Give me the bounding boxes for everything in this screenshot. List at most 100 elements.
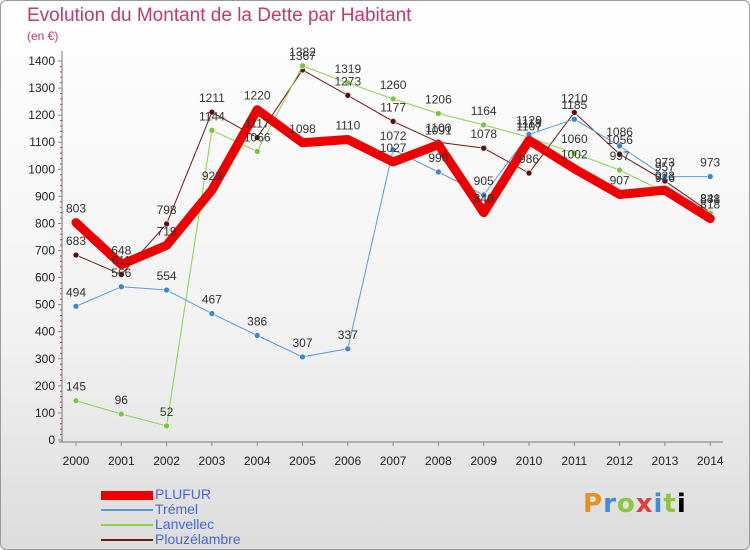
data-point-lanvellec — [616, 166, 623, 174]
data-point-tremel — [118, 283, 125, 291]
data-label-plufur: 840 — [474, 192, 494, 206]
data-label-plufur: 923 — [202, 169, 222, 183]
legend-label: Lanvellec — [155, 516, 215, 532]
legend-label: Trémel — [155, 501, 199, 517]
data-label-lanvellec: 1144 — [199, 109, 225, 123]
data-point-plouzelambre — [208, 108, 216, 116]
data-label-plouzelambre: 957 — [655, 160, 675, 174]
legend-item: PLUFUR — [101, 486, 301, 502]
legend-swatch — [101, 539, 153, 541]
legend-swatch — [101, 509, 153, 511]
data-point-tremel — [480, 191, 488, 199]
y-tick-label: 500 — [35, 298, 55, 312]
x-tick-label: 2012 — [606, 454, 633, 468]
legend-swatch — [101, 490, 153, 500]
x-tick-label: 2006 — [334, 454, 361, 468]
x-tick-label: 2005 — [289, 454, 316, 468]
series-line-plufur — [71, 105, 715, 270]
data-label-tremel: 566 — [111, 266, 131, 280]
data-point-tremel — [344, 345, 352, 353]
x-tick-label: 2007 — [380, 454, 407, 468]
y-tick-label: 200 — [35, 379, 55, 393]
data-label-tremel: 1086 — [606, 125, 633, 139]
data-label-plufur: 907 — [610, 173, 630, 187]
data-label-lanvellec: 916 — [655, 171, 675, 185]
data-label-plouzelambre: 1210 — [561, 91, 588, 105]
data-point-tremel — [661, 173, 669, 180]
data-label-lanvellec: 1260 — [380, 78, 407, 92]
y-tick-label: 1300 — [28, 81, 55, 95]
data-label-plufur: 1110 — [335, 119, 360, 133]
data-label-plufur: 719 — [157, 224, 177, 238]
data-label-tremel: 973 — [655, 156, 675, 170]
y-tick-label: 1100 — [29, 135, 55, 149]
x-tick-label: 2011 — [561, 454, 587, 468]
data-point-lanvellec — [299, 62, 306, 70]
data-label-lanvellec: 52 — [160, 405, 174, 419]
data-label-plouzelambre: 611 — [112, 254, 131, 268]
data-label-tremel: 337 — [338, 328, 358, 342]
data-point-tremel — [208, 310, 216, 317]
data-point-tremel — [72, 302, 80, 310]
data-label-plouzelambre: 986 — [519, 152, 539, 166]
y-tick-label: 1000 — [28, 162, 55, 176]
legend-swatch — [101, 524, 153, 526]
data-label-tremel: 494 — [66, 285, 86, 299]
data-label-plouzelambre: 841 — [700, 191, 720, 205]
data-label-lanvellec: 1319 — [334, 62, 361, 76]
data-label-plouzelambre: 1056 — [606, 133, 633, 147]
data-point-tremel — [389, 146, 397, 154]
data-point-tremel — [163, 286, 170, 294]
data-point-plouzelambre — [72, 251, 80, 259]
legend-item: Plouzélambre — [101, 531, 301, 547]
data-point-lanvellec — [570, 149, 578, 157]
y-tick-label: 700 — [35, 244, 55, 258]
data-point-tremel — [253, 332, 261, 339]
data-label-plouzelambre: 798 — [157, 203, 177, 217]
data-label-lanvellec: 1164 — [471, 104, 497, 118]
data-label-tremel: 1072 — [380, 129, 407, 143]
x-tick-label: 2010 — [516, 454, 543, 468]
data-point-lanvellec — [435, 110, 442, 117]
data-label-lanvellec: 145 — [66, 380, 86, 394]
y-tick-label: 900 — [35, 189, 55, 203]
data-label-plufur: 1220 — [244, 89, 271, 103]
data-point-tremel — [616, 142, 623, 150]
data-label-lanvellec: 96 — [115, 393, 129, 407]
data-label-plouzelambre: 1177 — [380, 100, 406, 114]
y-tick-label: 0 — [48, 433, 55, 447]
data-point-plouzelambre — [570, 109, 578, 116]
data-label-plouzelambre: 1273 — [334, 74, 361, 88]
data-point-plouzelambre — [389, 118, 397, 125]
data-label-plouzelambre: 1367 — [289, 49, 316, 63]
legend-item: Lanvellec — [101, 516, 301, 532]
x-tick-label: 2000 — [63, 454, 90, 468]
data-label-plouzelambre: 1211 — [199, 91, 225, 105]
y-tick-label: 1200 — [28, 108, 55, 122]
data-label-tremel: 973 — [700, 156, 720, 170]
proxiti-logo: Proxiti — [583, 489, 687, 519]
y-tick-label: 100 — [35, 406, 55, 420]
data-point-plouzelambre — [344, 92, 352, 99]
chart-subtitle: (en €) — [27, 29, 59, 43]
data-point-plouzelambre — [480, 144, 488, 152]
data-point-plouzelambre — [253, 134, 261, 141]
data-label-lanvellec: 838 — [700, 192, 720, 206]
x-tick-label: 2001 — [108, 454, 135, 468]
legend: PLUFUR Trémel Lanvellec Plouzélambre — [101, 486, 301, 547]
data-point-lanvellec — [208, 127, 216, 134]
data-label-lanvellec: 1066 — [244, 130, 271, 144]
data-point-lanvellec — [389, 95, 397, 103]
data-label-lanvellec: 1206 — [425, 93, 452, 107]
x-tick-label: 2014 — [697, 454, 724, 468]
y-tick-label: 400 — [35, 325, 55, 339]
legend-label: Plouzélambre — [155, 531, 241, 547]
data-point-plouzelambre — [616, 150, 623, 158]
data-point-tremel — [570, 115, 578, 123]
data-point-plouzelambre — [525, 169, 533, 177]
x-tick-label: 2013 — [652, 454, 679, 468]
data-label-tremel: 554 — [157, 269, 177, 283]
data-point-lanvellec — [72, 397, 80, 405]
data-point-tremel — [435, 168, 442, 176]
